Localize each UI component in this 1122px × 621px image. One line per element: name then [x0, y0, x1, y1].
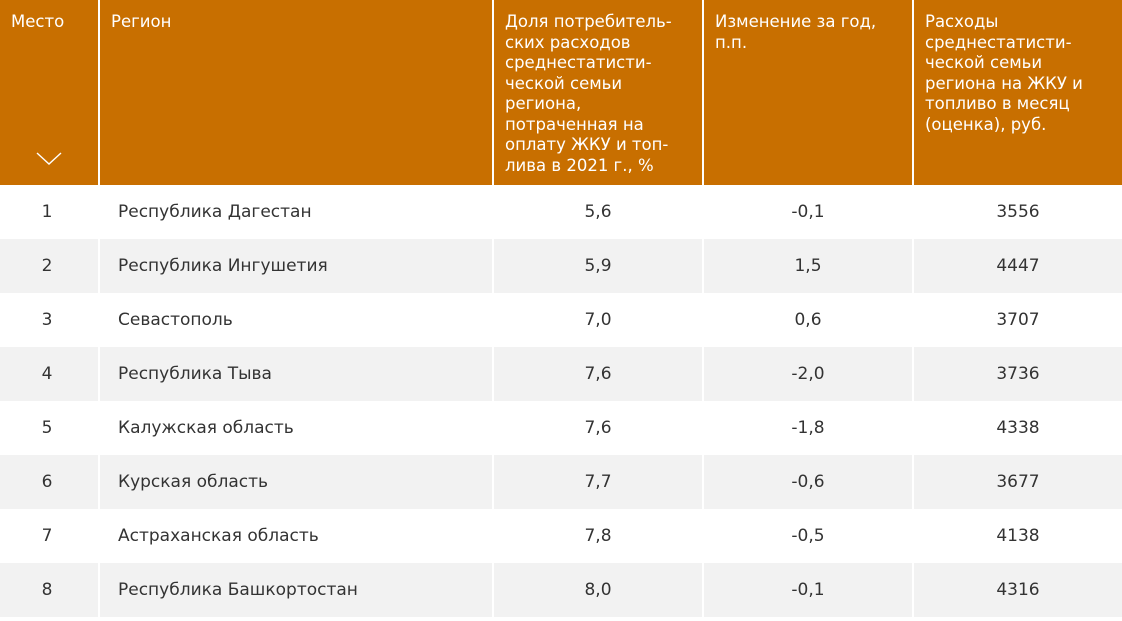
- cell-place: 2: [0, 239, 100, 293]
- header-region-label: Регион: [111, 12, 172, 31]
- cell-share: 7,8: [494, 509, 704, 563]
- cell-share: 8,0: [494, 563, 704, 617]
- cell-expenses: 3736: [996, 364, 1040, 384]
- cell-expenses: 3677: [996, 472, 1040, 492]
- cell-place: 4: [0, 347, 100, 401]
- header-change[interactable]: Изменение за год, п.п.: [704, 0, 914, 185]
- cell-change: -0,5: [704, 509, 914, 563]
- table-row: 7 Астраханская область 7,8 -0,5 4138: [0, 509, 1122, 563]
- cell-region: Республика Тыва: [100, 347, 494, 401]
- header-region[interactable]: Регион: [100, 0, 494, 185]
- cell-region: Севастополь: [100, 293, 494, 347]
- cell-region: Республика Ингушетия: [100, 239, 494, 293]
- cell-change: -0,1: [704, 563, 914, 617]
- cell-share: 7,0: [494, 293, 704, 347]
- cell-change: -1,8: [704, 401, 914, 455]
- header-place-label: Место: [11, 12, 65, 31]
- table-row: 6 Курская область 7,7 -0,6 3677: [0, 455, 1122, 509]
- header-share-label: Доля потребитель- ских расходов среднест…: [505, 12, 672, 175]
- cell-change: -2,0: [704, 347, 914, 401]
- cell-place: 1: [0, 185, 100, 239]
- cell-expenses: 3556: [996, 202, 1040, 222]
- cell-place: 6: [0, 455, 100, 509]
- cell-region: Республика Башкортостан: [100, 563, 494, 617]
- header-change-label: Изменение за год, п.п.: [715, 12, 877, 52]
- cell-change: -0,6: [704, 455, 914, 509]
- table-row: 1 Республика Дагестан 5,6 -0,1 3556: [0, 185, 1122, 239]
- cell-region: Калужская область: [100, 401, 494, 455]
- cell-share: 7,6: [494, 347, 704, 401]
- cell-region: Астраханская область: [100, 509, 494, 563]
- table-body: 1 Республика Дагестан 5,6 -0,1 3556 2 Ре…: [0, 185, 1122, 617]
- cell-share: 7,6: [494, 401, 704, 455]
- table-row: 2 Республика Ингушетия 5,9 1,5 4447: [0, 239, 1122, 293]
- table-row: 8 Республика Башкортостан 8,0 -0,1 4316: [0, 563, 1122, 617]
- header-share[interactable]: Доля потребитель- ских расходов среднест…: [494, 0, 704, 185]
- cell-expenses: 4338: [996, 418, 1040, 438]
- cell-share: 7,7: [494, 455, 704, 509]
- cell-share: 5,6: [494, 185, 704, 239]
- cell-place: 7: [0, 509, 100, 563]
- cell-place: 5: [0, 401, 100, 455]
- cell-expenses: 4138: [996, 526, 1040, 546]
- table-header: Место Регион Доля потребитель- ских расх…: [0, 0, 1122, 185]
- table-row: 3 Севастополь 7,0 0,6 3707: [0, 293, 1122, 347]
- cell-expenses: 4447: [996, 256, 1040, 276]
- header-expenses[interactable]: Расходы среднестатисти- ческой семьи рег…: [914, 0, 1122, 185]
- cell-region: Республика Дагестан: [100, 185, 494, 239]
- cell-change: 0,6: [704, 293, 914, 347]
- header-expenses-label: Расходы среднестатисти- ческой семьи рег…: [925, 12, 1083, 134]
- cell-place: 3: [0, 293, 100, 347]
- cell-place: 8: [0, 563, 100, 617]
- cell-change: 1,5: [704, 239, 914, 293]
- table-row: 4 Республика Тыва 7,6 -2,0 3736: [0, 347, 1122, 401]
- cell-region: Курская область: [100, 455, 494, 509]
- table-row: 5 Калужская область 7,6 -1,8 4338: [0, 401, 1122, 455]
- cell-expenses: 3707: [996, 310, 1040, 330]
- cell-share: 5,9: [494, 239, 704, 293]
- chevron-down-icon[interactable]: [36, 152, 62, 166]
- cell-expenses: 4316: [996, 580, 1040, 600]
- cell-change: -0,1: [704, 185, 914, 239]
- header-place[interactable]: Место: [0, 0, 100, 185]
